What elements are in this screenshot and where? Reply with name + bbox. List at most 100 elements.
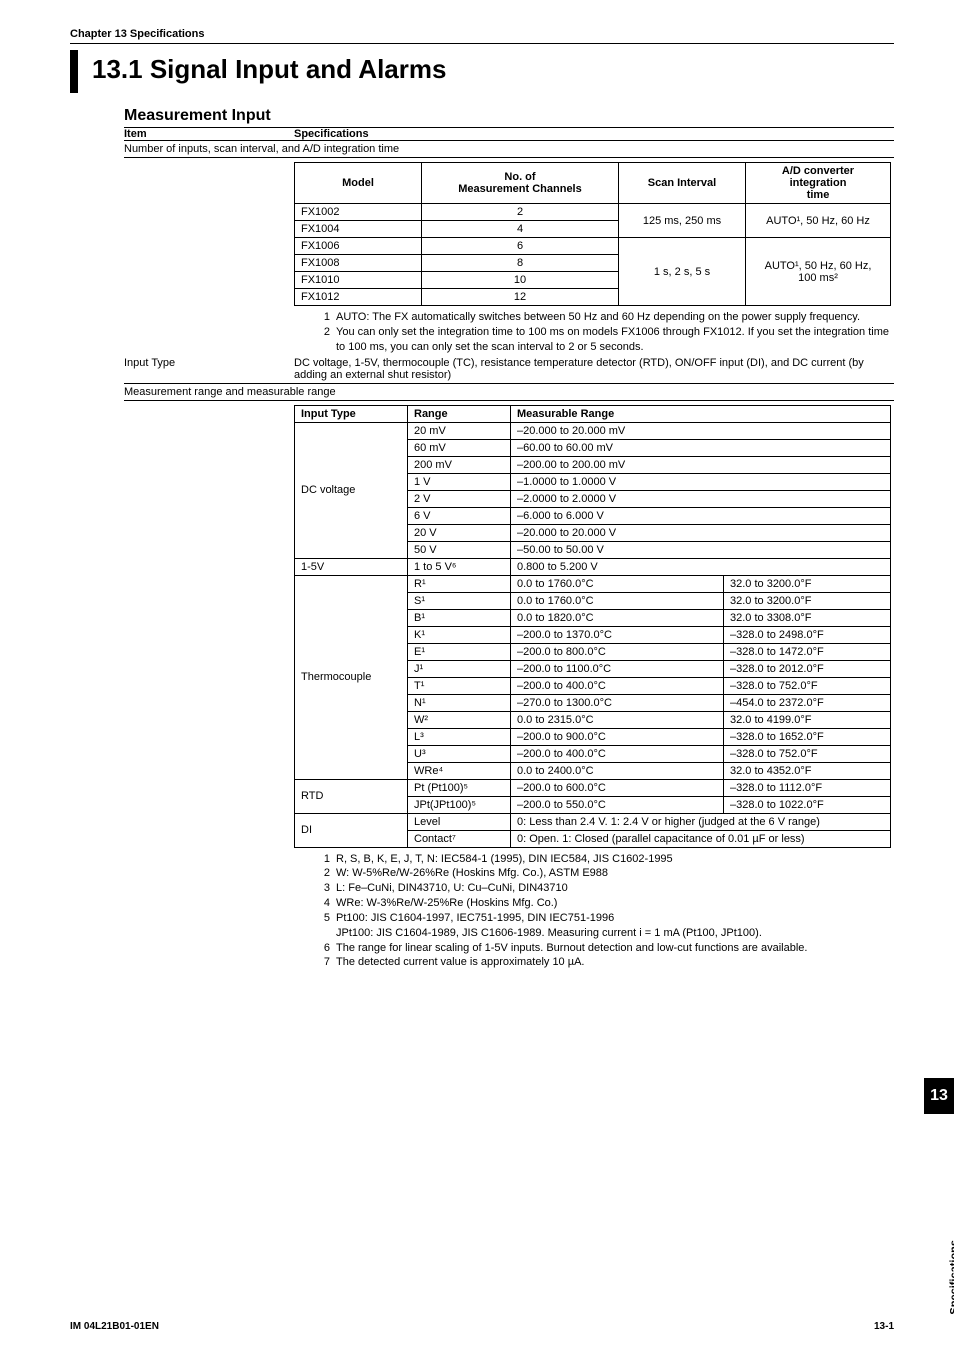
td-range: 200 mV xyxy=(408,456,511,473)
td-range: 2 V xyxy=(408,490,511,507)
footer-right: 13-1 xyxy=(874,1321,894,1332)
title-block: 13.1 Signal Input and Alarms xyxy=(70,50,894,93)
note-text: The range for linear scaling of 1-5V inp… xyxy=(336,941,894,956)
td-f: –328.0 to 1652.0°F xyxy=(724,728,891,745)
footer: IM 04L21B01-01EN 13-1 xyxy=(70,1321,894,1332)
table-1-wrap: Model No. of Measurement Channels Scan I… xyxy=(294,162,894,306)
td-c: 0.0 to 1820.0°C xyxy=(511,609,724,626)
td-c: –200.0 to 800.0°C xyxy=(511,643,724,660)
td-scan-a: 125 ms, 250 ms xyxy=(619,204,746,238)
td-range: 20 V xyxy=(408,524,511,541)
col-spec-header: Specifications xyxy=(294,128,894,140)
note-num: 5 xyxy=(314,911,330,941)
note-text: AUTO: The FX automatically switches betw… xyxy=(336,310,894,325)
th-measurable: Measurable Range xyxy=(511,405,891,422)
table-row: DC voltage 20 mV –20.000 to 20.000 mV xyxy=(295,422,891,439)
td-f: 32.0 to 4352.0°F xyxy=(724,762,891,779)
note-item: 1 R, S, B, K, E, J, T, N: IEC584-1 (1995)… xyxy=(314,852,894,867)
td-c: –200.0 to 600.0°C xyxy=(511,779,724,796)
row-input-type-text: DC voltage, 1-5V, thermocouple (TC), res… xyxy=(294,357,894,381)
td-range: W² xyxy=(408,711,511,728)
notes-table1: 1AUTO: The FX automatically switches bet… xyxy=(314,310,894,355)
td-c: –200.0 to 1100.0°C xyxy=(511,660,724,677)
td-measurable: –60.00 to 60.00 mV xyxy=(511,439,891,456)
td-range: 20 mV xyxy=(408,422,511,439)
td-c: 0.0 to 2315.0°C xyxy=(511,711,724,728)
chapter-heading: Chapter 13 Specifications xyxy=(70,28,894,44)
td-range: Level xyxy=(408,813,511,830)
td-c: –200.0 to 400.0°C xyxy=(511,745,724,762)
th-channels: No. of Measurement Channels xyxy=(422,163,619,204)
td-range: 50 V xyxy=(408,541,511,558)
note-text: You can only set the integration time to… xyxy=(336,325,894,355)
th-range: Range xyxy=(408,405,511,422)
note-num: 4 xyxy=(314,896,330,911)
th-model: Model xyxy=(295,163,422,204)
th-input-type: Input Type xyxy=(295,405,408,422)
note-num: 2 xyxy=(314,866,330,881)
td-c: –200.0 to 550.0°C xyxy=(511,796,724,813)
td-range: N¹ xyxy=(408,694,511,711)
th-scan: Scan Interval xyxy=(619,163,746,204)
row-meas-range-label: Measurement range and measurable range xyxy=(124,386,336,398)
td-f: –328.0 to 1472.0°F xyxy=(724,643,891,660)
td-range: E¹ xyxy=(408,643,511,660)
table-row: 1-5V 1 to 5 V⁶ 0.800 to 5.200 V xyxy=(295,558,891,575)
title-bar xyxy=(70,50,78,93)
td-f: –328.0 to 752.0°F xyxy=(724,745,891,762)
spec-header-row: Item Specifications xyxy=(124,128,894,141)
td-range: R¹ xyxy=(408,575,511,592)
col-item-header: Item xyxy=(124,128,294,140)
td-range: U³ xyxy=(408,745,511,762)
td-f: –454.0 to 2372.0°F xyxy=(724,694,891,711)
side-text: Specifications xyxy=(949,1240,954,1315)
notes-table2: 1 R, S, B, K, E, J, T, N: IEC584-1 (1995)… xyxy=(314,852,894,971)
table-row: Input Type Range Measurable Range xyxy=(295,405,891,422)
note-text: R, S, B, K, E, J, T, N: IEC584-1 (1995),… xyxy=(336,852,894,867)
td-measurable: –1.0000 to 1.0000 V xyxy=(511,473,891,490)
td-input-type: DI xyxy=(295,813,408,847)
td-model: FX1002 xyxy=(295,204,422,221)
note-item: 7The detected current value is approxima… xyxy=(314,955,894,970)
td-adc-b: AUTO¹, 50 Hz, 60 Hz, 100 ms² xyxy=(746,238,891,306)
td-c: 0.0 to 2400.0°C xyxy=(511,762,724,779)
row-num-inputs: Number of inputs, scan interval, and A/D… xyxy=(124,141,894,158)
td-f: –328.0 to 2498.0°F xyxy=(724,626,891,643)
td-measurable: –20.000 to 20.000 V xyxy=(511,524,891,541)
td-range: K¹ xyxy=(408,626,511,643)
note-item: 2You can only set the integration time t… xyxy=(314,325,894,355)
td-range: J¹ xyxy=(408,660,511,677)
td-range: T¹ xyxy=(408,677,511,694)
note-item: 5Pt100: JIS C1604-1997, IEC751-1995, DIN… xyxy=(314,911,894,941)
row-input-type: Input Type DC voltage, 1-5V, thermocoupl… xyxy=(124,355,894,384)
td-range: Contact⁷ xyxy=(408,830,511,847)
row-num-inputs-label: Number of inputs, scan interval, and A/D… xyxy=(124,143,399,155)
table-ranges: Input Type Range Measurable Range DC vol… xyxy=(294,405,891,848)
note-item: 6 The range for linear scaling of 1-5V in… xyxy=(314,941,894,956)
td-range: B¹ xyxy=(408,609,511,626)
td-range: 60 mV xyxy=(408,439,511,456)
td-c: 0.0 to 1760.0°C xyxy=(511,592,724,609)
td-model: FX1012 xyxy=(295,289,422,306)
table-2-wrap: Input Type Range Measurable Range DC vol… xyxy=(294,405,894,848)
td-f: 32.0 to 3308.0°F xyxy=(724,609,891,626)
note-text: W: W-5%Re/W-26%Re (Hoskins Mfg. Co.), AS… xyxy=(336,866,894,881)
note-num: 6 xyxy=(314,941,330,956)
note-text: The detected current value is approximat… xyxy=(336,955,894,970)
td-adc-a: AUTO¹, 50 Hz, 60 Hz xyxy=(746,204,891,238)
row-input-type-label: Input Type xyxy=(124,357,294,381)
td-ch: 12 xyxy=(422,289,619,306)
td-ch: 4 xyxy=(422,221,619,238)
note-item: 3L: Fe–CuNi, DIN43710, U: Cu–CuNi, DIN43… xyxy=(314,881,894,896)
td-scan-b: 1 s, 2 s, 5 s xyxy=(619,238,746,306)
td-measurable: –2.0000 to 2.0000 V xyxy=(511,490,891,507)
table-row: DI Level 0: Less than 2.4 V. 1: 2.4 V or… xyxy=(295,813,891,830)
td-f: 32.0 to 3200.0°F xyxy=(724,592,891,609)
side-tab: 13 xyxy=(924,1078,954,1114)
td-input-type: RTD xyxy=(295,779,408,813)
td-measurable: 0.800 to 5.200 V xyxy=(511,558,891,575)
table-model-channels: Model No. of Measurement Channels Scan I… xyxy=(294,162,891,306)
table-row: FX1006 6 1 s, 2 s, 5 s AUTO¹, 50 Hz, 60 … xyxy=(295,238,891,255)
note-num: 1 xyxy=(314,852,330,867)
td-model: FX1008 xyxy=(295,255,422,272)
